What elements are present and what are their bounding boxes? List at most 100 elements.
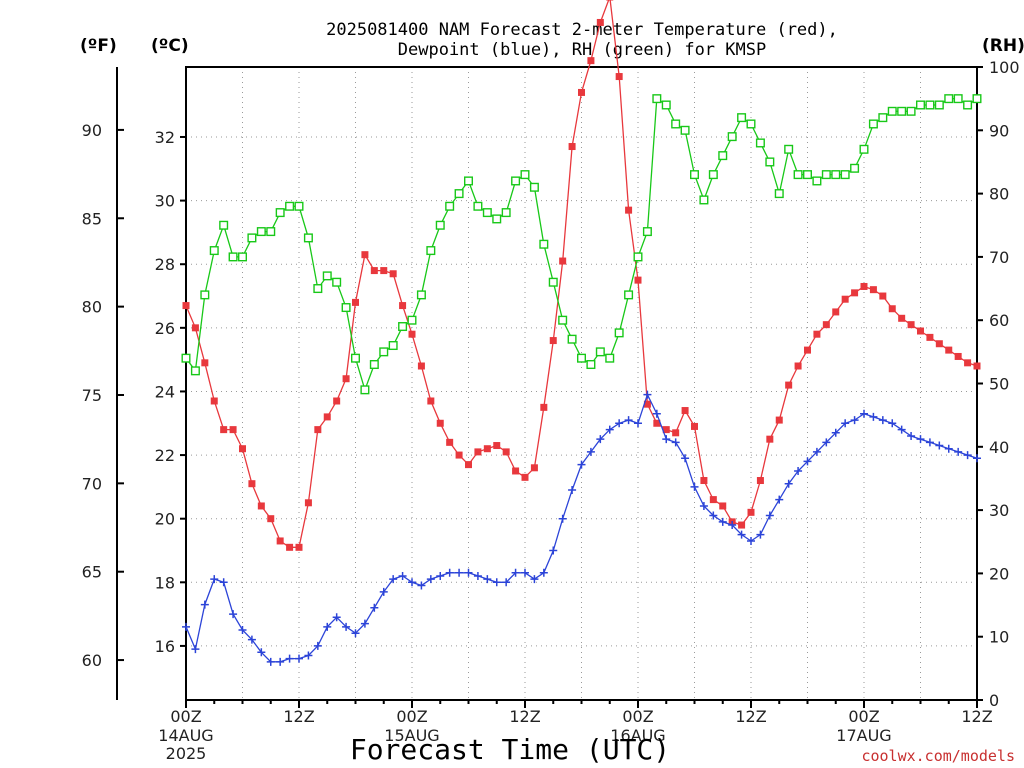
temperature-point (201, 359, 209, 367)
temperature-point (615, 73, 623, 81)
dewpoint-point (596, 435, 605, 444)
dewpoint-point (699, 501, 708, 510)
rh-point (275, 208, 285, 218)
rh-point (529, 182, 539, 192)
rh-point (285, 201, 295, 211)
rh-point (407, 315, 417, 325)
celsius-tick-label: 26 (155, 319, 175, 338)
dewpoint-line (185, 392, 978, 663)
rh-tick-label: 30 (989, 501, 1009, 520)
dewpoint-point (747, 536, 755, 545)
temperature-point (257, 502, 265, 510)
x-tick-label-date: 16AUG (610, 726, 665, 745)
temperature-point (832, 308, 840, 316)
dewpoint-point (210, 575, 219, 584)
temperature-point (700, 477, 708, 485)
rh-point (341, 303, 351, 313)
rh-point (558, 315, 568, 325)
temperature-point (634, 276, 642, 284)
celsius-tick-label: 16 (155, 637, 175, 656)
temperature-point (229, 426, 237, 434)
rh-tick-label: 0 (989, 691, 999, 710)
temperature-point (756, 477, 764, 485)
temperature-point (775, 416, 783, 424)
temperature-point (879, 292, 887, 300)
dewpoint-point (342, 622, 351, 631)
dewpoint-point (502, 578, 511, 587)
temperature-point (587, 57, 595, 65)
dewpoint-point (775, 495, 784, 504)
chart-axes: 16 18 20 22 24 26 28 30 32 60 65 70 75 80 85 90 0 10 20 30 4… (82, 58, 1020, 763)
rh-tick-label: 20 (989, 564, 1009, 583)
temperature-point (323, 413, 331, 421)
rh-point (482, 208, 492, 218)
dewpoint-point (332, 613, 341, 622)
dewpoint-point (690, 482, 699, 491)
dewpoint-point (191, 645, 200, 654)
temperature-point (248, 480, 256, 488)
celsius-unit-label: (ºC) (151, 36, 189, 56)
dewpoint-point (897, 425, 906, 434)
rh-point (398, 322, 408, 332)
rh-tick-label: 90 (989, 121, 1009, 140)
dewpoint-point (652, 409, 661, 418)
temperature-point (295, 543, 303, 551)
temperature-point (625, 206, 633, 214)
temperature-point (352, 298, 359, 306)
rh-point (369, 360, 379, 370)
x-tick-label-year: 2025 (166, 744, 207, 763)
rh-tick-label: 80 (989, 185, 1009, 204)
rh-point (671, 119, 681, 129)
dewpoint-point (276, 657, 285, 666)
temperature-point (370, 267, 378, 275)
dewpoint-point (925, 438, 934, 447)
rh-point (934, 100, 944, 110)
rh-point (708, 170, 718, 180)
celsius-tick-label: 28 (155, 255, 175, 274)
temperature-point (446, 438, 454, 446)
x-tick-label-date: 17AUG (836, 726, 891, 745)
dewpoint-point (784, 479, 793, 488)
rh-point (784, 144, 794, 154)
dewpoint-point (756, 530, 765, 539)
rh-point (492, 214, 502, 224)
temperature-point (691, 422, 698, 430)
temperature-point (926, 333, 934, 341)
fahrenheit-tick-label: 70 (82, 474, 102, 493)
dewpoint-point (586, 447, 595, 456)
dewpoint-point (483, 575, 492, 584)
dewpoint-point (963, 451, 972, 460)
celsius-tick-label: 18 (155, 573, 175, 592)
rh-point (595, 347, 605, 357)
rh-point (567, 334, 577, 344)
source-credit: coolwx.com/models (861, 747, 1015, 765)
rh-point (379, 347, 389, 357)
chart-title-line-2: Dewpoint (blue), RH (green) for KMSP (398, 40, 766, 60)
temperature-point (276, 537, 284, 545)
dewpoint-point (841, 419, 850, 428)
temperature-point (530, 464, 538, 472)
dewpoint-point (473, 571, 482, 580)
dewpoint-point (313, 641, 322, 650)
temperature-point (681, 407, 689, 415)
fahrenheit-tick-label: 90 (82, 121, 102, 140)
temperature-point (596, 18, 604, 26)
rh-point (680, 125, 690, 135)
rh-point (755, 138, 765, 148)
grid-lines (186, 67, 977, 700)
dewpoint-point (266, 657, 275, 666)
dewpoint-point (436, 571, 445, 580)
rh-point (812, 176, 822, 186)
rh-point (972, 94, 982, 104)
rh-point (388, 341, 398, 351)
dewpoint-point (681, 454, 690, 463)
rh-point (548, 277, 558, 287)
dewpoint-point (219, 578, 228, 587)
temperature-point (653, 419, 661, 427)
rh-point (803, 170, 813, 180)
rh-point (454, 189, 464, 199)
rh-point (850, 163, 860, 173)
dewpoint-point (200, 600, 209, 609)
rh-point (614, 328, 624, 338)
rh-point (464, 176, 474, 186)
